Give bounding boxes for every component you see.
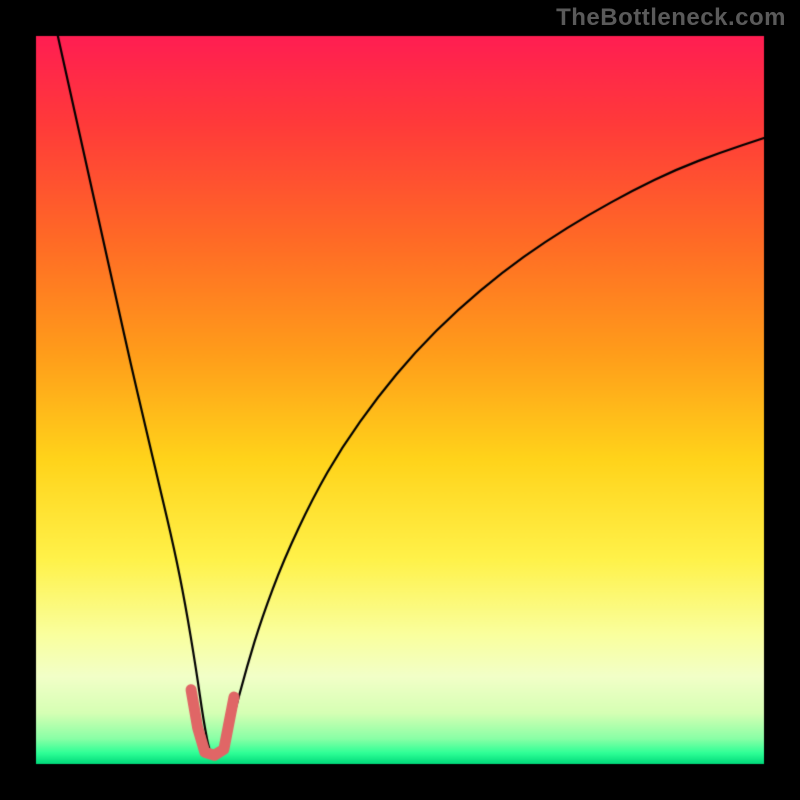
- watermark-label: TheBottleneck.com: [556, 4, 786, 32]
- chart-root: TheBottleneck.com: [0, 0, 800, 800]
- bottleneck-curve-chart: [0, 0, 800, 800]
